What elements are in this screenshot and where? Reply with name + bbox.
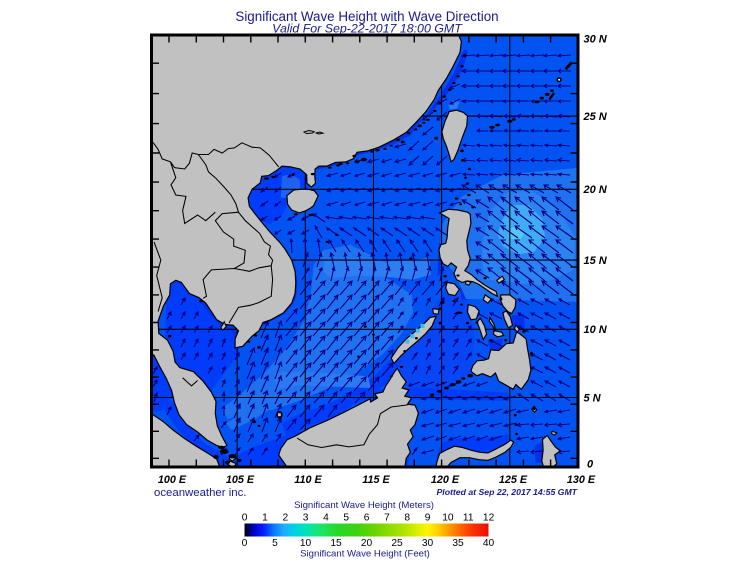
svg-text:30: 30 <box>422 538 434 549</box>
svg-text:4: 4 <box>323 513 329 524</box>
svg-text:130 E: 130 E <box>567 474 596 486</box>
svg-text:Significant Wave Height (Feet): Significant Wave Height (Feet) <box>300 549 430 560</box>
svg-text:12: 12 <box>483 513 495 524</box>
svg-text:oceanweather inc.: oceanweather inc. <box>154 487 246 499</box>
svg-text:10: 10 <box>300 538 312 549</box>
svg-text:Valid For Sep-22-2017 18:00 GM: Valid For Sep-22-2017 18:00 GMT <box>272 22 463 36</box>
svg-text:10 N: 10 N <box>584 324 608 336</box>
svg-text:100 E: 100 E <box>158 474 187 486</box>
svg-text:7: 7 <box>384 513 390 524</box>
svg-text:3: 3 <box>303 513 309 524</box>
svg-text:120 E: 120 E <box>431 474 460 486</box>
svg-text:110 E: 110 E <box>294 474 322 486</box>
svg-text:30 N: 30 N <box>584 33 608 45</box>
svg-text:0: 0 <box>242 513 248 524</box>
svg-text:Significant Wave Height with W: Significant Wave Height with Wave Direct… <box>235 9 498 24</box>
svg-text:1: 1 <box>262 513 268 524</box>
svg-text:11: 11 <box>463 513 474 524</box>
svg-text:6: 6 <box>364 513 370 524</box>
svg-text:125 E: 125 E <box>499 474 528 486</box>
svg-text:5: 5 <box>343 513 349 524</box>
svg-text:105 E: 105 E <box>226 474 255 486</box>
svg-text:9: 9 <box>425 513 431 524</box>
svg-text:35: 35 <box>452 538 464 549</box>
svg-text:5 N: 5 N <box>584 392 602 404</box>
svg-text:25 N: 25 N <box>583 111 608 123</box>
svg-text:20 N: 20 N <box>583 184 608 196</box>
svg-text:8: 8 <box>404 513 410 524</box>
svg-text:2: 2 <box>282 513 288 524</box>
svg-text:10: 10 <box>442 513 454 524</box>
svg-text:5: 5 <box>272 538 278 549</box>
svg-text:Significant Wave Height (Meter: Significant Wave Height (Meters) <box>294 500 434 511</box>
svg-text:25: 25 <box>391 538 403 549</box>
svg-text:20: 20 <box>361 538 373 549</box>
svg-text:0: 0 <box>242 538 248 549</box>
svg-text:40: 40 <box>483 538 495 549</box>
svg-text:0: 0 <box>587 459 594 471</box>
svg-text:15 N: 15 N <box>584 255 608 267</box>
svg-text:15: 15 <box>330 538 342 549</box>
svg-text:115 E: 115 E <box>362 474 390 486</box>
svg-text:Plotted at Sep 22, 2017 14:55: Plotted at Sep 22, 2017 14:55 GMT <box>436 487 577 497</box>
